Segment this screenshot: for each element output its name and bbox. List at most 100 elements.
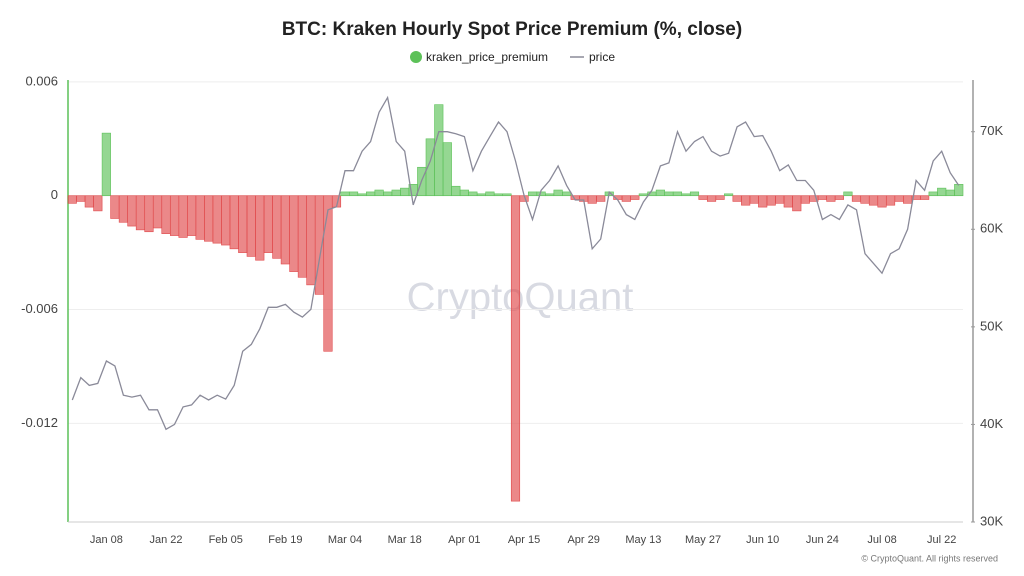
premium-bar (272, 195, 282, 259)
premium-bar (928, 191, 938, 197)
premium-bar (843, 191, 853, 197)
premium-bar (689, 191, 700, 197)
y-tick-label: 0 (51, 187, 58, 202)
premium-bar (76, 195, 86, 202)
premium-bar (562, 191, 572, 197)
premium-bar (937, 187, 947, 197)
premium-bar (817, 195, 827, 200)
legend-swatch (410, 51, 422, 63)
premium-bar (945, 189, 955, 197)
y-tick-label: -0.006 (21, 301, 58, 316)
y-tick-label: -0.012 (21, 415, 58, 430)
premium-bar (766, 195, 776, 206)
premium-bar (110, 195, 120, 219)
premium-bar (323, 195, 333, 352)
premium-bar (127, 195, 137, 227)
premium-bar (135, 195, 146, 231)
premium-bar (238, 195, 248, 253)
premium-bar (348, 191, 359, 197)
x-tick-label: Jul 22 (927, 534, 956, 546)
y2-tick-label: 40K (980, 416, 1003, 431)
y2-tick-label: 30K (980, 513, 1003, 528)
y2-tick-label: 60K (980, 221, 1003, 236)
premium-bar (374, 189, 384, 197)
premium-bar (366, 191, 376, 197)
x-tick-label: Jan 22 (150, 534, 183, 546)
premium-bar (885, 195, 896, 206)
premium-bar (93, 195, 103, 212)
premium-bar (553, 189, 563, 197)
premium-bar (451, 185, 461, 197)
premium-bar (868, 195, 879, 206)
premium-bar (741, 195, 751, 206)
premium-bar (383, 191, 393, 197)
premium-bar (630, 195, 640, 200)
premium-bar (476, 193, 486, 197)
premium-bar (715, 195, 725, 200)
premium-bar (621, 195, 631, 202)
premium-bar (204, 195, 214, 242)
premium-bar (502, 193, 512, 197)
premium-bar (792, 195, 802, 212)
premium-bar (724, 193, 734, 197)
premium-bar (152, 195, 163, 229)
premium-bar (783, 195, 793, 208)
premium-bar (775, 195, 785, 204)
premium-bar (84, 195, 94, 208)
premium-bar (442, 142, 452, 197)
footer: © CryptoQuant. All rights reserved (861, 553, 998, 563)
x-tick-label: Apr 01 (448, 534, 480, 546)
premium-bar (732, 195, 742, 202)
premium-bar (169, 195, 180, 236)
chart-title: BTC: Kraken Hourly Spot Price Premium (%… (282, 19, 742, 40)
premium-bar (706, 195, 717, 202)
premium-bar (101, 132, 111, 197)
premium-bar (118, 195, 128, 223)
premium-bar (681, 193, 691, 197)
premium-bar (221, 195, 231, 246)
premium-bar (903, 195, 913, 204)
premium-bar (596, 195, 606, 202)
premium-bar (246, 195, 256, 257)
premium-bar (587, 195, 597, 204)
x-tick-label: Jul 08 (867, 534, 896, 546)
premium-bar (672, 191, 683, 197)
legend-label: kraken_price_premium (426, 50, 548, 64)
x-tick-label: Jun 24 (806, 534, 839, 546)
premium-bar (459, 189, 469, 197)
x-tick-label: Jan 08 (90, 534, 123, 546)
x-tick-label: Feb 19 (268, 534, 302, 546)
premium-bar (289, 195, 299, 272)
y2-tick-label: 70K (980, 123, 1003, 138)
premium-bar (894, 195, 904, 202)
premium-bar (67, 195, 77, 204)
premium-bar (485, 191, 495, 197)
y-tick-label: 0.006 (25, 73, 58, 88)
premium-bar (297, 195, 307, 278)
premium-bar (468, 191, 478, 197)
premium-bar (195, 195, 205, 240)
premium-bar (229, 195, 239, 250)
premium-bar (527, 191, 538, 197)
premium-bar (655, 189, 665, 197)
premium-bar (826, 195, 836, 202)
x-tick-label: May 13 (625, 534, 661, 546)
premium-bar (255, 195, 265, 261)
premium-bar (920, 195, 930, 200)
premium-bar (280, 195, 290, 265)
premium-bar (493, 193, 504, 197)
premium-bar (340, 191, 350, 197)
x-tick-label: Apr 15 (508, 534, 540, 546)
x-tick-label: Feb 05 (209, 534, 243, 546)
premium-bar (954, 184, 964, 197)
premium-bar (391, 189, 401, 197)
premium-bar (664, 191, 674, 197)
premium-bar (178, 195, 188, 238)
x-tick-label: Mar 04 (328, 534, 362, 546)
x-tick-label: Apr 29 (567, 534, 599, 546)
premium-bar (306, 195, 316, 286)
premium-bar (860, 195, 870, 204)
premium-bar (877, 195, 887, 208)
y2-tick-label: 50K (980, 318, 1003, 333)
